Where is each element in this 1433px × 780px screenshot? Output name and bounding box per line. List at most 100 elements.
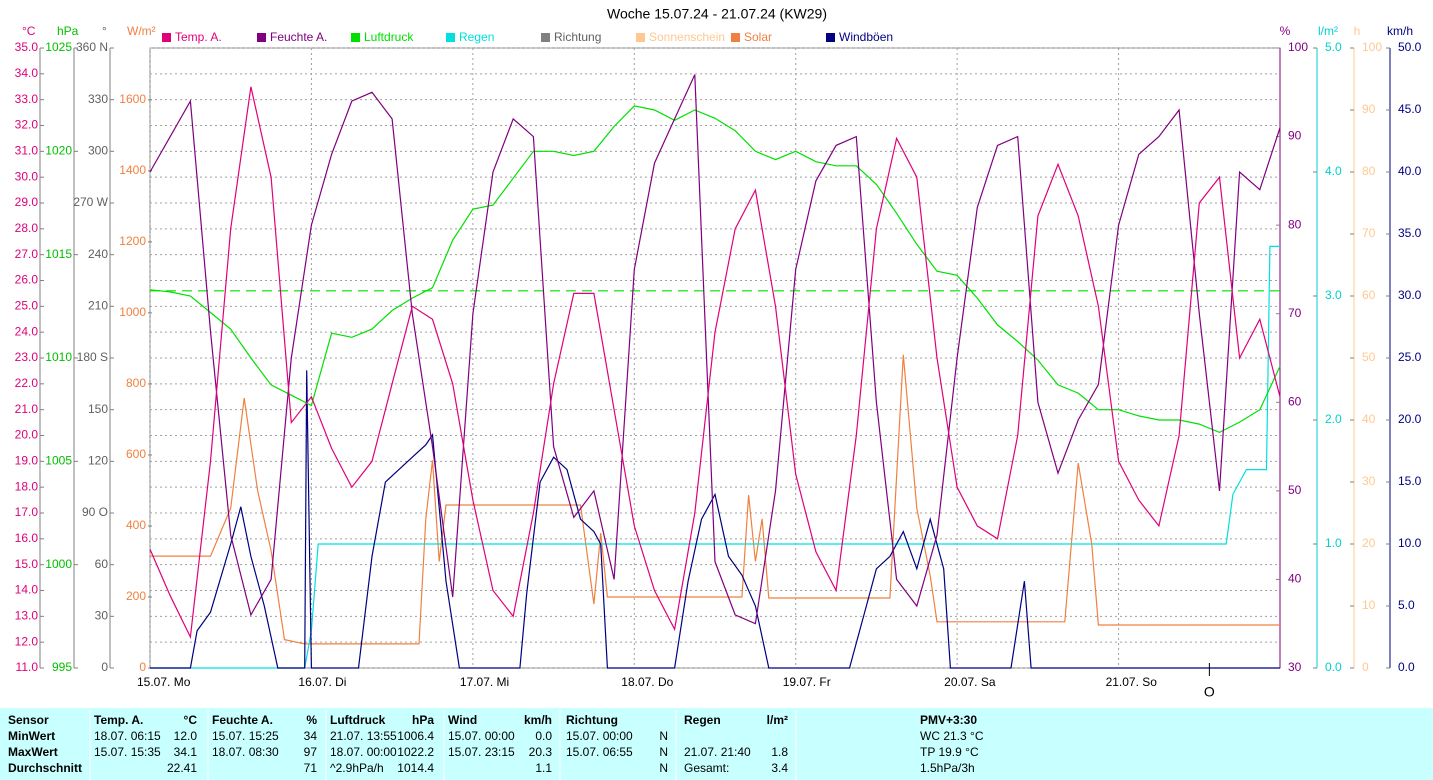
y-tick-label: 270 W [73,195,108,209]
series-line [150,370,1280,669]
axis-unit: hPa [57,24,79,38]
axis-unit: °C [22,24,36,38]
legend-label: Sonnenschein [649,30,725,44]
y-tick-label: 1200 [119,234,146,248]
y-tick-label: 1.0 [1325,536,1342,550]
cell-value: 1.8 [771,745,788,759]
y-tick-label: 17.0 [15,505,39,519]
y-tick-label: 5.0 [1398,598,1415,612]
y-tick-label: 10 [1362,598,1376,612]
legend-label: Temp. A. [175,30,222,44]
y-tick-label: 30.0 [15,169,39,183]
y-tick-label: 60 [1362,288,1376,302]
cell-time: 18.07. 00:00 [330,745,397,759]
cell-value: 0.0 [535,729,552,743]
cell-value: N [659,745,668,759]
cell-pmv: 1.5hPa/3h [920,761,975,775]
y-tick-label: 2.0 [1325,412,1342,426]
axis-unit: l/m² [1318,24,1338,38]
cell-time: 15.07. 23:15 [448,745,515,759]
legend-swatch [826,33,835,42]
y-tick-label: 12.0 [15,634,39,648]
cell-value: 97 [304,745,318,759]
y-tick-label: 50.0 [1398,40,1422,54]
legend-swatch [731,33,740,42]
cell-value: 71 [304,761,318,775]
series-line [149,74,1281,625]
y-tick-label: 60 [95,557,109,571]
cell-value: 34.1 [174,745,198,759]
y-tick-label: 30 [95,609,109,623]
y-tick-label: 90 [1362,102,1376,116]
row-label: MinWert [8,729,55,743]
chart-title: Woche 15.07.24 - 21.07.24 (KW29) [607,6,827,22]
y-tick-label: 25.0 [1398,350,1422,364]
x-tick-label: 20.07. Sa [944,675,996,689]
y-tick-label: 11.0 [16,660,39,674]
y-tick-label: 400 [126,518,146,532]
table-header: Feuchte A. [212,713,273,727]
y-tick-label: 1005 [45,454,72,468]
table-header: Luftdruck [330,713,386,727]
y-tick-label: 600 [126,447,146,461]
y-tick-label: 50 [1288,483,1302,497]
legend-label: Richtung [554,30,601,44]
axis-unit: % [1280,24,1291,38]
table-unit: l/m² [767,713,788,727]
cell-time: 21.07. 13:55 [330,729,397,743]
table-header: Sensor [8,713,49,727]
cell-value: 1022.2 [397,745,434,759]
y-tick-label: 30.0 [1398,288,1422,302]
cell-time: 15.07. 00:00 [448,729,515,743]
cell-value: 22.41 [167,761,197,775]
y-tick-label: 1400 [119,163,146,177]
cell-value: 1014.4 [397,761,434,775]
cell-value: 34 [304,729,318,743]
y-tick-label: 0 [1362,660,1369,674]
table-header: Temp. A. [94,713,143,727]
y-tick-label: 25.0 [15,299,39,313]
y-tick-label: 60 [1288,394,1302,408]
y-tick-label: 70 [1362,226,1376,240]
cell-value: 20.3 [529,745,553,759]
cell-time: 18.07. 08:30 [212,745,279,759]
cell-time: 15.07. 06:55 [566,745,633,759]
legend-label: Solar [744,30,772,44]
legend-swatch [351,33,360,42]
table-header: PMV+3:30 [920,713,977,727]
y-tick-label: 15.0 [15,557,39,571]
table-header: Wind [448,713,477,727]
y-tick-label: 40 [1362,412,1376,426]
y-tick-label: 80 [1362,164,1376,178]
y-tick-label: 30 [1288,660,1302,674]
cell-time: 21.07. 21:40 [684,745,751,759]
x-tick-label: 16.07. Di [298,675,346,689]
legend-swatch [541,33,550,42]
legend-label: Luftdruck [364,30,414,44]
x-tick-label: 19.07. Fr [783,675,831,689]
axis-unit: h [1354,24,1361,38]
y-tick-label: 3.0 [1325,288,1342,302]
x-tick-label: 15.07. Mo [137,675,191,689]
cell-value: N [659,729,668,743]
y-tick-label: 45.0 [1398,102,1422,116]
y-tick-label: 35.0 [15,40,39,54]
x-tick-label: 17.07. Mi [460,675,509,689]
y-tick-label: 300 [88,144,108,158]
y-tick-label: 330 [88,92,108,106]
table-unit: km/h [524,713,552,727]
y-tick-label: 800 [126,376,146,390]
y-tick-label: 34.0 [15,66,39,80]
cell-time: 15.07. 15:25 [212,729,279,743]
y-tick-label: 32.0 [15,118,39,132]
y-tick-label: 40 [1288,572,1302,586]
cell-time: 15.07. 15:35 [94,745,161,759]
y-tick-label: 18.0 [15,479,39,493]
y-tick-label: 13.0 [15,609,39,623]
legend-swatch [162,33,171,42]
cell-time: 18.07. 06:15 [94,729,161,743]
table-unit: hPa [412,713,434,727]
